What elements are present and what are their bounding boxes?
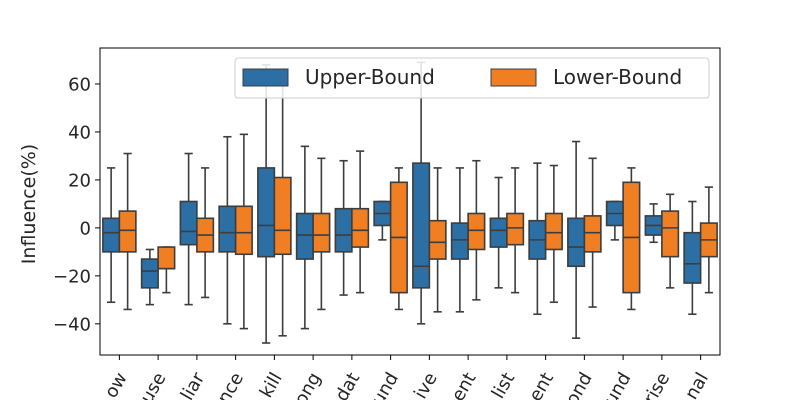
x-tick-label: ive (410, 369, 442, 400)
box-lower-bound-13 (622, 167, 641, 311)
iqr-box (661, 210, 680, 258)
iqr-box (295, 212, 314, 260)
box-upper-bound-11 (528, 162, 547, 316)
box-lower-bound-3 (234, 133, 253, 330)
box-lower-bound-9 (467, 159, 486, 301)
box-lower-bound-4 (273, 68, 292, 337)
iqr-box (544, 212, 563, 251)
y-tick-label: 0 (80, 218, 91, 239)
iqr-box (334, 207, 353, 253)
box-upper-bound-1 (140, 248, 159, 306)
x-tick-label: rise (640, 369, 675, 400)
x-tick-label: ong (290, 369, 325, 400)
box-upper-bound-7 (373, 200, 392, 241)
iqr-box (467, 212, 486, 251)
box-upper-bound-0 (102, 167, 121, 304)
box-upper-bound-8 (412, 61, 431, 325)
x-tick-label: ent (525, 369, 558, 400)
box-upper-bound-5 (295, 145, 314, 330)
x-tick-label: und (600, 369, 635, 400)
iqr-box (179, 200, 198, 246)
box-lower-bound-0 (118, 152, 137, 311)
iqr-box (118, 210, 137, 253)
iqr-box (412, 162, 431, 289)
x-tick-label: nal (681, 369, 713, 400)
box-upper-bound-9 (450, 167, 469, 313)
plot-area (102, 61, 718, 344)
y-axis-label: Influence(%) (18, 144, 40, 264)
x-axis: ow use liar nce kill ong dat und ive ent list ent on… (101, 355, 713, 400)
y-axis: −40 −20 0 20 40 60 (53, 74, 100, 335)
iqr-box (583, 215, 602, 253)
x-tick-label: use (136, 369, 170, 400)
y-tick-label: −20 (53, 266, 91, 287)
box-upper-bound-15 (683, 200, 702, 316)
iqr-box (273, 176, 292, 256)
y-tick-label: 40 (68, 122, 91, 143)
iqr-box (257, 167, 276, 258)
legend-swatch (490, 68, 537, 87)
box-lower-bound-11 (544, 164, 563, 304)
x-tick-label: nce (214, 369, 248, 400)
box-upper-bound-10 (489, 176, 508, 289)
x-tick-label: liar (177, 368, 210, 400)
iqr-box (489, 217, 508, 248)
iqr-box (567, 217, 586, 268)
iqr-box (218, 205, 237, 253)
iqr-box (450, 222, 469, 260)
axes-border (99, 47, 721, 356)
iqr-box (351, 207, 370, 248)
legend-swatch (242, 68, 289, 87)
iqr-box (683, 231, 702, 284)
x-tick-label: ow (101, 369, 132, 400)
box-lower-bound-6 (351, 150, 370, 294)
box-lower-bound-12 (583, 157, 602, 308)
box-upper-bound-6 (334, 159, 353, 296)
iqr-box (506, 212, 525, 246)
box-lower-bound-5 (312, 157, 331, 311)
box-lower-bound-10 (506, 167, 525, 294)
box-upper-bound-13 (605, 200, 624, 241)
legend-label: Lower-Bound (553, 65, 682, 89)
box-lower-bound-1 (157, 246, 176, 294)
axes-frame (99, 47, 721, 356)
legend-entry-upper-bound: Upper-Bound (242, 65, 435, 89)
box-upper-bound-2 (179, 152, 198, 306)
iqr-box (234, 205, 253, 256)
box-upper-bound-12 (567, 140, 586, 340)
legend-frame (234, 57, 710, 99)
legend-label: Upper-Bound (305, 65, 435, 89)
x-tick-label: kill (256, 369, 287, 400)
box-lower-bound-2 (196, 167, 215, 299)
box-lower-bound-14 (661, 193, 680, 289)
legend-entry-lower-bound: Lower-Bound (490, 65, 682, 89)
iqr-box (157, 246, 176, 270)
legend: Upper-Bound Lower-Bound (234, 57, 710, 99)
box-upper-bound-4 (257, 63, 276, 344)
box-lower-bound-15 (699, 186, 718, 294)
x-tick-label: ond (562, 369, 597, 400)
y-tick-label: 60 (68, 74, 91, 95)
iqr-box (312, 212, 331, 253)
box-lower-bound-8 (428, 167, 447, 313)
iqr-box (428, 219, 447, 260)
box-upper-bound-14 (644, 203, 663, 244)
x-tick-label: und (368, 369, 403, 400)
iqr-box (140, 258, 159, 289)
iqr-box (102, 217, 121, 253)
box-upper-bound-3 (218, 135, 237, 325)
box-lower-bound-7 (389, 167, 408, 311)
x-tick-label: dat (331, 369, 364, 400)
x-tick-label: list (488, 369, 519, 400)
x-tick-label: ent (447, 369, 480, 400)
y-tick-label: −40 (53, 314, 91, 335)
y-tick-label: 20 (68, 170, 91, 191)
